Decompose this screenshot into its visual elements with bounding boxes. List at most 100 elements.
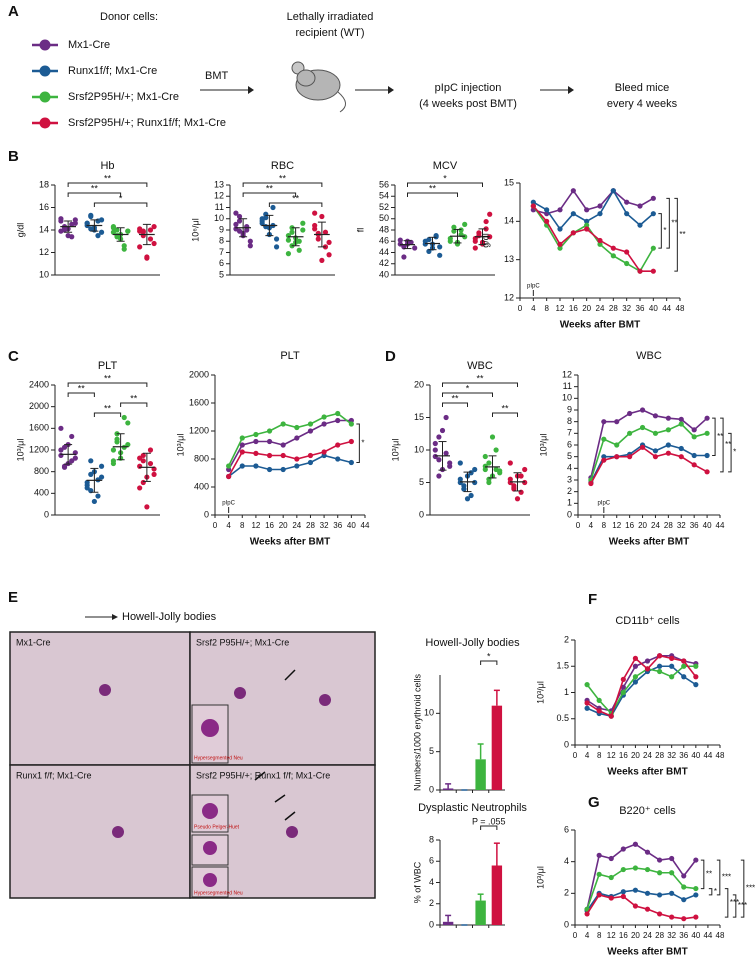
y-tick-label: 0 [44,509,49,519]
significance-label: ** [476,373,484,383]
data-point [620,889,626,895]
bar [491,865,503,925]
data-point [507,460,513,466]
x-tick-label: 32 [667,931,676,940]
data-point [322,229,329,235]
inset-label: Hypersegmented Neu [194,890,243,896]
significance-bracket [720,417,724,473]
data-point [285,237,292,243]
data-point [557,241,563,247]
x-tick-label: 48 [716,751,725,760]
y-tick-label: 15 [414,412,424,422]
y-axis-label: 10³/μl [535,681,545,704]
pipc-label: pIpC [527,284,540,290]
data-point [656,663,663,669]
data-point [482,453,488,460]
legend-label: Runx1f/f; Mx1-Cre [68,65,157,77]
data-point [693,914,699,920]
data-point [266,438,273,445]
data-point [307,459,314,466]
data-point [253,463,259,469]
data-point [557,207,563,213]
data-point [144,504,150,510]
data-point [321,421,327,427]
y-tick-label: 8 [219,236,224,246]
panel-label: A [8,3,19,20]
data-point [632,655,639,661]
data-point [422,238,428,244]
data-point [110,447,117,453]
y-tick-label: 4 [564,856,569,866]
data-point [296,247,302,253]
y-tick-label: 12 [562,369,572,379]
y-tick-label: 4 [429,877,434,887]
data-point [639,407,646,413]
series-line [227,419,352,470]
series-line [586,867,696,910]
data-point [147,460,154,467]
y-axis-label: 10³/μl [390,439,400,462]
data-point [266,466,273,473]
data-point [151,224,157,230]
data-point [437,244,443,250]
x-tick-label: 28 [609,304,618,313]
significance-label: ** [706,869,712,878]
y-tick-label: 7 [219,247,224,257]
y-tick-label: 10 [562,393,572,403]
data-point [650,245,656,251]
data-point [312,210,318,216]
y-tick-label: 2 [567,486,572,496]
data-point [644,890,651,896]
data-point [584,682,590,688]
data-point [273,244,280,250]
y-tick-label: 0 [204,509,209,519]
x-tick-label: 24 [292,521,301,530]
data-point [58,447,64,453]
data-point [620,689,626,696]
data-point [137,228,143,234]
data-point [608,895,614,901]
data-point [669,855,675,862]
x-tick-label: 16 [265,521,274,530]
x-tick-label: 16 [569,304,578,313]
y-tick-label: 5 [567,451,572,461]
data-point [518,473,524,479]
data-point [678,416,684,422]
data-point [596,871,602,877]
data-point [627,410,633,417]
x-tick-label: 24 [596,304,605,313]
data-point [397,237,403,243]
significance-bracket [732,894,737,918]
x-tick-label: 24 [651,521,660,530]
y-axis-label: 10⁶/μl [190,218,200,241]
x-axis-label: Weeks after BMT [609,537,689,548]
data-point [294,456,300,462]
data-point [530,199,536,205]
y-axis-label: 10³/μl [538,434,548,457]
data-point [644,658,651,664]
arrow-head [112,614,118,620]
series-line [586,893,696,920]
x-tick-label: 36 [690,521,699,530]
data-point [436,434,442,440]
significance-bracket [480,825,498,830]
micrograph-label: Srsf2 P95H/+; Runx1 f/f; Mx1-Cre [196,770,330,780]
panel-label: D [385,348,396,365]
micrograph [189,631,376,766]
x-tick-label: 20 [279,521,288,530]
data-point [637,268,643,274]
data-point [239,449,245,455]
donor-title: Donor cells: [100,11,158,23]
data-point [144,255,150,261]
legend-swatch [39,117,51,129]
significance-bracket [442,382,518,387]
data-point [326,252,332,258]
data-point [137,455,143,461]
y-tick-label: 13 [214,179,224,189]
data-point [436,473,442,479]
data-point [88,212,94,218]
x-tick-label: 32 [622,304,631,313]
significance-label: ** [451,393,459,403]
data-point [584,222,590,228]
